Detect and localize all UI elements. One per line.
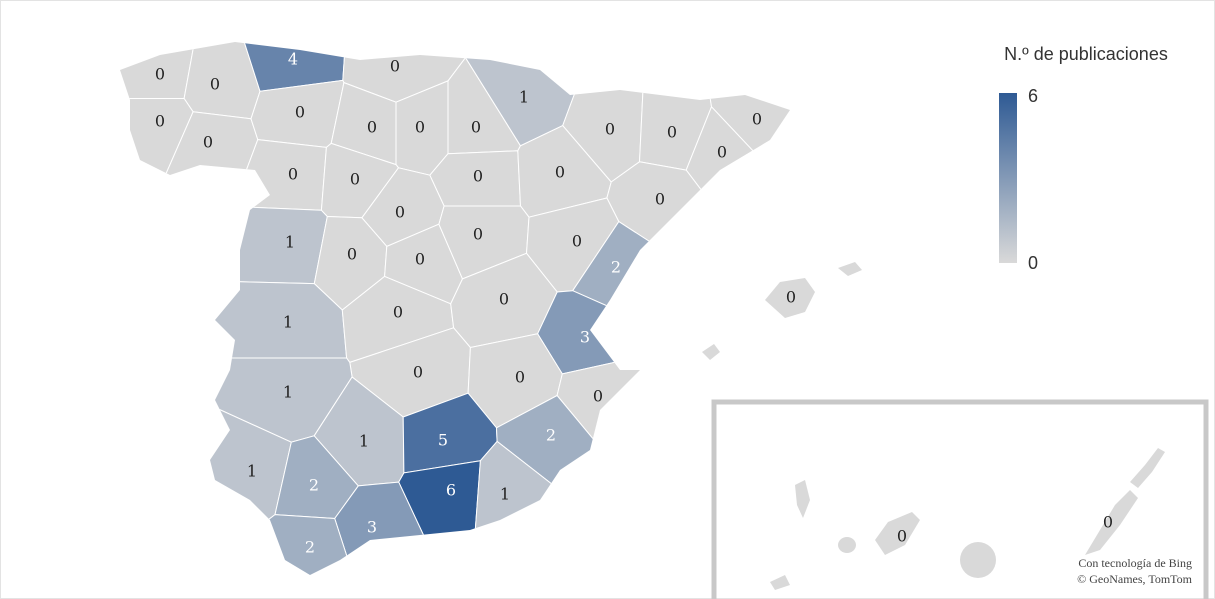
- province: [183, 42, 261, 120]
- island: [1130, 448, 1165, 488]
- province: [469, 440, 702, 575]
- island: [1085, 490, 1138, 555]
- value-label: 0: [203, 133, 213, 152]
- value-label: 1: [285, 233, 295, 252]
- legend-min: 0: [1028, 253, 1038, 273]
- legend-scale: [999, 93, 1017, 263]
- value-label: 0: [572, 232, 582, 251]
- value-label: 0: [155, 112, 165, 131]
- value-label: 0: [415, 250, 425, 269]
- value-label: 0: [897, 527, 907, 546]
- value-label: 0: [717, 143, 727, 162]
- province: [556, 344, 790, 575]
- province: [120, 98, 194, 303]
- value-label: 0: [667, 123, 677, 142]
- value-label: 1: [247, 462, 257, 481]
- value-label: 0: [413, 363, 423, 382]
- value-label: 1: [500, 485, 510, 504]
- islands: [702, 262, 862, 360]
- island: [875, 512, 920, 555]
- value-label: 0: [655, 190, 665, 209]
- value-label: 1: [283, 383, 293, 402]
- value-label: 0: [350, 170, 360, 189]
- value-label: 0: [210, 75, 220, 94]
- island: [838, 262, 862, 276]
- value-label: 5: [438, 431, 448, 450]
- value-label: 0: [367, 118, 377, 137]
- island: [795, 480, 810, 518]
- value-label: 1: [359, 432, 369, 451]
- legend-max: 6: [1028, 86, 1038, 106]
- inset-frame: [711, 399, 1209, 599]
- island: [838, 537, 856, 553]
- value-label: 0: [395, 203, 405, 222]
- island: [960, 542, 996, 578]
- province: [161, 514, 362, 575]
- province: [960, 448, 1165, 578]
- province: [537, 290, 697, 375]
- value-label: 0: [390, 57, 400, 76]
- value-label: 0: [473, 167, 483, 186]
- value-label: 0: [786, 288, 796, 307]
- value-label: 0: [393, 303, 403, 322]
- value-labels: 0 0 4 0 0 0 0 0 0 0 1 0 0 0 0 0 0 0 0 0 0 1 0 0 0 0 2 1 0 0 3 0 0 0 0 1 1 5 2 1…: [155, 50, 1113, 557]
- canary-islands: [770, 448, 1165, 590]
- value-label: 1: [519, 88, 529, 107]
- province: [606, 161, 790, 358]
- value-label: 0: [555, 163, 565, 182]
- attribution: Con tecnología de Bing: [1078, 556, 1192, 570]
- province: [120, 278, 348, 359]
- province: [120, 357, 353, 443]
- value-label: 0: [593, 387, 603, 406]
- value-label: 2: [305, 538, 315, 557]
- island: [770, 575, 790, 590]
- value-label: 3: [580, 328, 590, 347]
- attribution: © GeoNames, TomTom: [1077, 572, 1193, 586]
- value-label: 1: [283, 313, 293, 332]
- value-label: 0: [1103, 513, 1113, 532]
- province: [770, 480, 920, 590]
- value-label: 0: [473, 225, 483, 244]
- province: [120, 42, 198, 99]
- province: [702, 262, 862, 360]
- value-label: 0: [515, 368, 525, 387]
- value-label: 2: [309, 476, 319, 495]
- value-label: 0: [752, 110, 762, 129]
- value-label: 6: [446, 481, 456, 500]
- value-label: 2: [611, 258, 621, 277]
- value-label: 2: [546, 426, 556, 445]
- value-label: 0: [499, 290, 509, 309]
- value-label: 3: [367, 518, 377, 537]
- value-label: 0: [347, 245, 357, 264]
- value-label: 0: [288, 165, 298, 184]
- value-label: 0: [155, 65, 165, 84]
- island: [702, 344, 720, 360]
- legend-title: N.º de publicaciones: [1004, 44, 1168, 64]
- value-label: 0: [471, 118, 481, 137]
- province: [142, 205, 328, 285]
- provinces: [120, 42, 790, 575]
- island: [765, 278, 815, 318]
- value-label: 0: [295, 103, 305, 122]
- value-label: 0: [605, 120, 615, 139]
- value-label: 4: [288, 50, 298, 69]
- value-label: 0: [415, 118, 425, 137]
